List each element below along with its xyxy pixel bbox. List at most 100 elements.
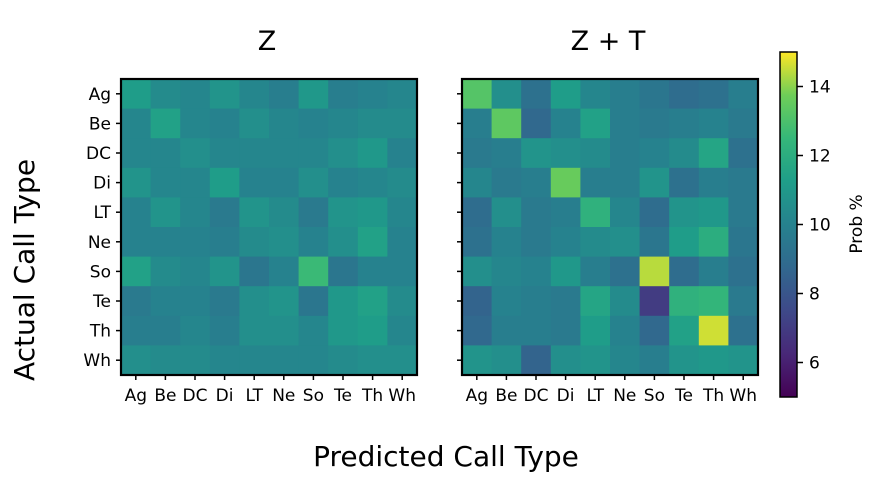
heatmap-cell-ag-di	[550, 79, 581, 110]
y-tick-label-te: Te	[92, 292, 111, 312]
heatmap-cell-ag-ag	[462, 79, 493, 110]
heatmap-cell-dc-th	[357, 138, 388, 169]
heatmap-cell-th-di	[550, 315, 581, 346]
heatmap-cell-ne-be	[491, 227, 522, 258]
heatmap-cell-be-be	[491, 108, 522, 139]
heatmap-cell-be-th	[357, 108, 388, 139]
heatmap-cell-th-wh	[387, 315, 418, 346]
heatmap-cell-ag-lt	[239, 79, 270, 110]
heatmap-cell-ag-lt	[580, 79, 611, 110]
heatmap-cell-lt-te	[669, 197, 700, 228]
x-tick-label-te: Te	[333, 386, 352, 406]
heatmap-cell-wh-ne	[610, 345, 641, 376]
heatmap-cell-wh-di	[550, 345, 581, 376]
heatmap-cell-di-so	[298, 167, 329, 198]
heatmap-cell-dc-so	[639, 138, 670, 169]
heatmap-cell-be-wh	[728, 108, 759, 139]
heatmap-cell-th-dc	[180, 315, 211, 346]
heatmap-cell-te-di	[209, 286, 240, 317]
heatmap-cell-te-so	[639, 286, 670, 317]
x-tick-label-so: So	[303, 386, 324, 406]
heatmap-cell-te-so	[298, 286, 329, 317]
heatmap-cell-te-be	[150, 286, 181, 317]
heatmap-cell-ne-ne	[610, 227, 641, 258]
x-tick-label-dc: DC	[183, 386, 208, 406]
heatmap-cell-wh-dc	[180, 345, 211, 376]
heatmap-cell-th-lt	[239, 315, 270, 346]
heatmap-cell-so-so	[298, 256, 329, 287]
heatmap-cell-te-ag	[462, 286, 493, 317]
heatmap-cell-wh-te	[669, 345, 700, 376]
heatmap-cell-so-ag	[462, 256, 493, 287]
heatmap-cell-dc-lt	[580, 138, 611, 169]
colorbar-tick-label-12: 12	[809, 147, 831, 167]
heatmap-cell-ne-lt	[580, 227, 611, 258]
heatmap-cell-lt-ne	[269, 197, 300, 228]
heatmap-cell-lt-di	[550, 197, 581, 228]
heatmap-cell-te-be	[491, 286, 522, 317]
y-tick-label-be: Be	[89, 114, 111, 134]
heatmap-cell-dc-te	[669, 138, 700, 169]
heatmap-panel-z-plus-t: Ag Be DC Di LT Ne So Te Th Wh	[457, 77, 760, 406]
heatmap-frame	[119, 77, 419, 377]
heatmap-cell-te-ne	[269, 286, 300, 317]
heatmap-cell-th-be	[150, 315, 181, 346]
heatmap-cell-so-lt	[580, 256, 611, 287]
colorbar: Prob % 6 8 10 12 14	[779, 51, 867, 398]
heatmap-frame	[460, 77, 760, 377]
heatmap-cell-di-be	[491, 167, 522, 198]
heatmap-cell-ag-ne	[610, 79, 641, 110]
heatmap-cell-th-wh	[728, 315, 759, 346]
x-tick-label-ag: Ag	[125, 386, 147, 406]
x-tick-label-ne: Ne	[272, 386, 295, 406]
heatmap-cell-te-te	[328, 286, 359, 317]
heatmap-cell-dc-ne	[610, 138, 641, 169]
heatmap-cell-te-ag	[121, 286, 152, 317]
heatmap-cell-be-di	[550, 108, 581, 139]
x-tick-label-di: Di	[557, 386, 575, 406]
heatmap-cell-ne-ag	[121, 227, 152, 258]
x-tick-label-so: So	[644, 386, 665, 406]
heatmap-cell-be-wh	[387, 108, 418, 139]
heatmap-cell-di-so	[639, 167, 670, 198]
x-tick-label-be: Be	[495, 386, 517, 406]
heatmap-cell-te-te	[669, 286, 700, 317]
x-tick-label-be: Be	[154, 386, 176, 406]
x-tick-label-te: Te	[674, 386, 693, 406]
heatmap-cell-so-dc	[521, 256, 552, 287]
heatmap-cell-wh-ag	[121, 345, 152, 376]
heatmap-cell-be-ne	[269, 108, 300, 139]
heatmap-cell-lt-wh	[387, 197, 418, 228]
x-tick-label-di: Di	[216, 386, 234, 406]
heatmap-cell-dc-be	[150, 138, 181, 169]
heatmap-cell-wh-be	[491, 345, 522, 376]
heatmap-cell-ag-ag	[121, 79, 152, 110]
heatmap-cell-so-lt	[239, 256, 270, 287]
heatmap-cell-dc-ne	[269, 138, 300, 169]
heatmap-cell-be-so	[639, 108, 670, 139]
heatmap-cell-so-wh	[387, 256, 418, 287]
heatmap-cell-so-di	[209, 256, 240, 287]
x-axis-title: Predicted Call Type	[313, 440, 579, 473]
heatmap-cell-te-th	[357, 286, 388, 317]
heatmap-cell-wh-di	[209, 345, 240, 376]
heatmap-cell-di-di	[550, 167, 581, 198]
heatmap-cell-so-so	[639, 256, 670, 287]
heatmap-cell-th-so	[298, 315, 329, 346]
heatmap-cell-ag-wh	[728, 79, 759, 110]
heatmap-cell-so-wh	[728, 256, 759, 287]
x-tick-label-lt: LT	[586, 386, 604, 406]
heatmap-cell-te-th	[698, 286, 729, 317]
heatmap-cell-di-th	[357, 167, 388, 198]
heatmap-cell-be-dc	[180, 108, 211, 139]
heatmap-cell-be-th	[698, 108, 729, 139]
heatmap-cell-lt-be	[491, 197, 522, 228]
heatmap-cell-th-ag	[121, 315, 152, 346]
heatmap-cell-ne-te	[669, 227, 700, 258]
heatmap-cell-be-lt	[580, 108, 611, 139]
heatmap-cell-di-be	[150, 167, 181, 198]
heatmap-cell-ag-be	[150, 79, 181, 110]
heatmap-cell-di-wh	[728, 167, 759, 198]
heatmap-cell-lt-so	[298, 197, 329, 228]
heatmap-cell-be-ag	[462, 108, 493, 139]
